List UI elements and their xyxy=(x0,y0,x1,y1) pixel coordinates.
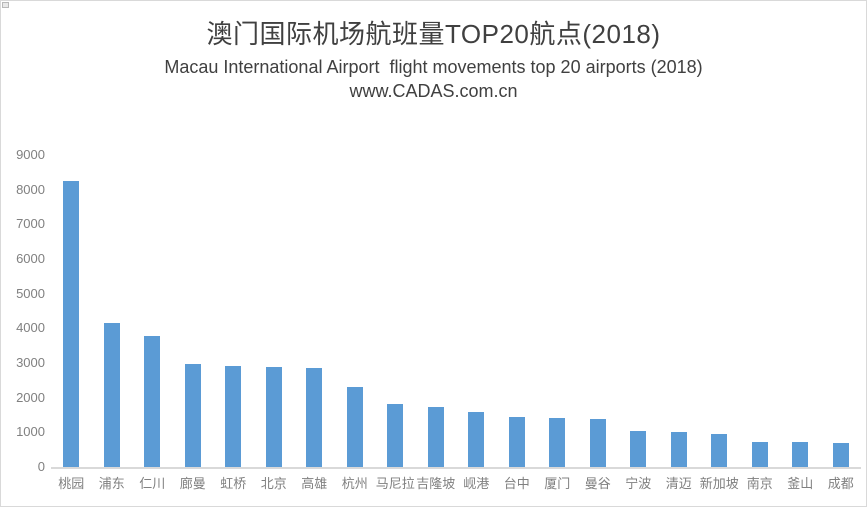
plot-area: 0 1000 2000 3000 4000 5000 6000 7000 8000 9000 xyxy=(16,147,861,474)
bar-slot xyxy=(51,155,92,467)
bar-仁川 xyxy=(144,336,161,467)
bar-slot xyxy=(821,155,862,467)
bar-吉隆坡 xyxy=(427,407,444,467)
x-label-北京: 北京 xyxy=(260,476,287,491)
bar-slot xyxy=(92,155,133,467)
x-label-杭州: 杭州 xyxy=(341,476,368,491)
bar-成都 xyxy=(832,443,849,467)
x-label-成都: 成都 xyxy=(827,476,854,491)
bar-南京 xyxy=(751,442,768,467)
x-label-釜山: 釜山 xyxy=(787,476,814,491)
bar-slot xyxy=(578,155,619,467)
bar-slot xyxy=(294,155,335,467)
bar-厦门 xyxy=(549,418,566,467)
x-label-宁波: 宁波 xyxy=(625,476,652,491)
x-label-厦门: 厦门 xyxy=(544,476,571,491)
bar-slot xyxy=(416,155,457,467)
bar-宁波 xyxy=(630,431,647,467)
chart-title: 澳门国际机场航班量TOP20航点(2018) xyxy=(206,19,661,49)
y-tick-label-6000: 6000 xyxy=(16,251,45,266)
x-label-台中: 台中 xyxy=(503,476,530,491)
bar-桃园 xyxy=(63,181,80,467)
x-label-曼谷: 曼谷 xyxy=(584,476,611,491)
selection-handle-artifact xyxy=(2,2,9,8)
y-tick-label-9000: 9000 xyxy=(16,147,45,162)
bar-slot xyxy=(173,155,214,467)
bar-釜山 xyxy=(792,442,809,467)
bar-杭州 xyxy=(346,387,363,467)
x-label-吉隆坡: 吉隆坡 xyxy=(416,476,456,491)
x-label-廊曼: 廊曼 xyxy=(179,476,206,491)
bar-slot xyxy=(254,155,295,467)
bar-岘港 xyxy=(468,412,485,467)
x-axis: 桃园 浦东 仁川 廊曼 虹桥 北京 高雄 杭州 马尼拉 吉隆坡 岘港 台中 厦门 曼谷 宁波 清迈 新加坡 南京釜… xyxy=(51,473,861,492)
chart-header: 澳门国际机场航班量TOP20航点(2018) Macau Internation… xyxy=(1,19,866,102)
y-tick-label-2000: 2000 xyxy=(16,389,45,405)
x-label-马尼拉: 马尼拉 xyxy=(375,476,415,491)
x-label-清迈: 清迈 xyxy=(665,476,692,491)
chart-subtitle: Macau International Airport flight movem… xyxy=(164,57,703,77)
bar-马尼拉 xyxy=(387,404,404,467)
x-label-岘港: 岘港 xyxy=(463,476,490,491)
bar-廊曼 xyxy=(184,364,201,467)
y-tick-label-4000: 4000 xyxy=(16,320,45,336)
bar-slot xyxy=(659,155,700,467)
y-tick-label-0: 0 xyxy=(37,459,45,474)
bar-曼谷 xyxy=(589,419,606,467)
bar-slot xyxy=(335,155,376,467)
x-label-南京: 南京 xyxy=(746,476,773,491)
bar-虹桥 xyxy=(225,366,242,467)
y-tick-label-7000: 7000 xyxy=(16,216,45,232)
bar-slot xyxy=(375,155,416,467)
x-label-仁川: 仁川 xyxy=(139,476,166,491)
bar-北京 xyxy=(265,367,282,467)
bar-slot xyxy=(132,155,173,467)
bar-slot xyxy=(497,155,538,467)
bar-新加坡 xyxy=(711,434,728,467)
bar-台中 xyxy=(508,417,525,467)
x-label-桃园: 桃园 xyxy=(58,476,85,491)
bar-series xyxy=(51,155,861,467)
bar-slot xyxy=(456,155,497,467)
x-label-高雄: 高雄 xyxy=(301,476,328,491)
chart-website-text: www.CADAS.com.cn xyxy=(349,81,518,101)
y-tick-label-1000: 1000 xyxy=(16,424,45,440)
y-tick-label-5000: 5000 xyxy=(16,285,45,301)
bar-slot xyxy=(537,155,578,467)
y-tick-label-8000: 8000 xyxy=(16,181,45,197)
x-label-新加坡: 新加坡 xyxy=(699,476,739,491)
x-label-浦东: 浦东 xyxy=(98,476,125,491)
bar-slot xyxy=(213,155,254,467)
bar-清迈 xyxy=(670,432,687,467)
bar-slot xyxy=(780,155,821,467)
bar-高雄 xyxy=(306,368,323,467)
bar-slot xyxy=(618,155,659,467)
x-label-虹桥: 虹桥 xyxy=(220,476,247,491)
bar-浦东 xyxy=(103,323,120,467)
bar-slot xyxy=(740,155,781,467)
y-tick-label-3000: 3000 xyxy=(16,355,45,370)
bar-slot xyxy=(699,155,740,467)
